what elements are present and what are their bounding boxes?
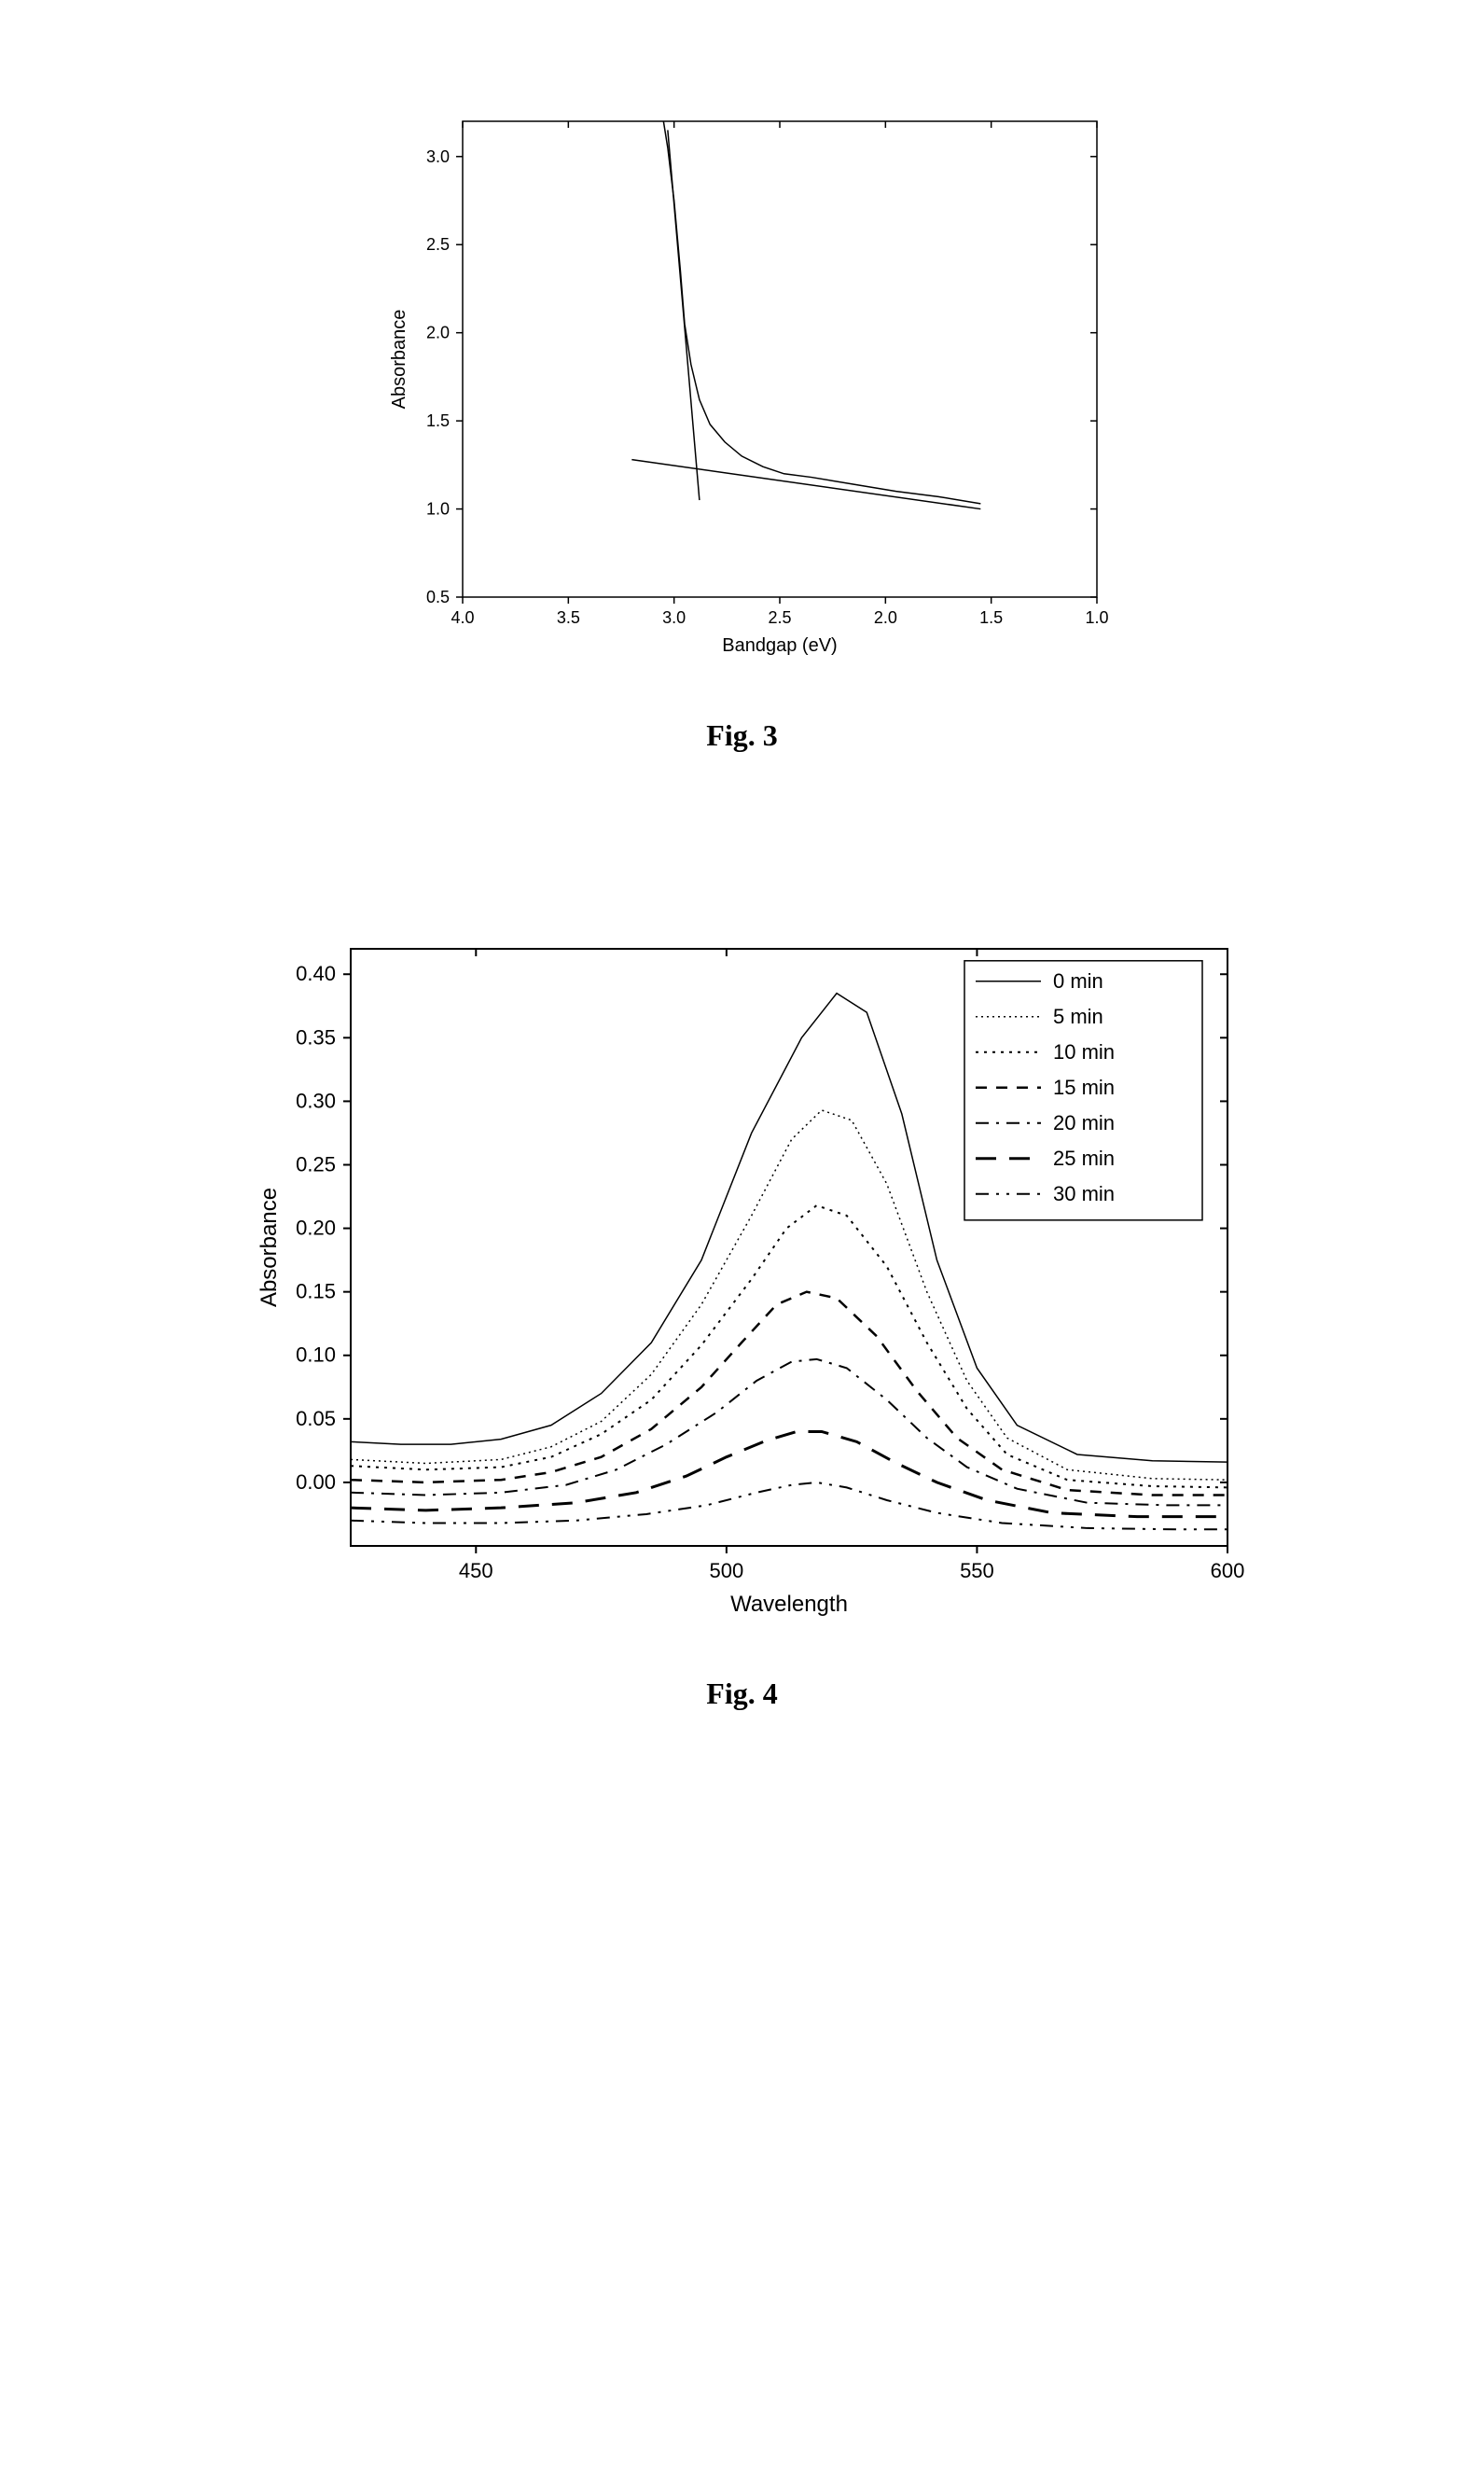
svg-text:3.5: 3.5 — [556, 608, 579, 627]
fig3-chart: 4.0 3.5 3.0 2.5 2.0 1.5 1.0 0.5 1.0 1.5 2.0 2.5 3.0 B… — [360, 93, 1125, 672]
svg-text:1.0: 1.0 — [1085, 608, 1108, 627]
svg-text:0.05: 0.05 — [296, 1407, 336, 1430]
svg-text:0.15: 0.15 — [296, 1280, 336, 1303]
svg-text:20 min: 20 min — [1053, 1111, 1115, 1134]
fig3-caption: Fig. 3 — [706, 718, 777, 753]
svg-text:0.20: 0.20 — [296, 1217, 336, 1240]
svg-text:0.00: 0.00 — [296, 1470, 336, 1494]
svg-text:Absorbance: Absorbance — [257, 1188, 282, 1307]
svg-text:2.5: 2.5 — [768, 608, 791, 627]
svg-text:0.10: 0.10 — [296, 1343, 336, 1367]
svg-text:3.0: 3.0 — [425, 147, 449, 166]
svg-text:550: 550 — [960, 1559, 994, 1582]
svg-text:10 min: 10 min — [1053, 1040, 1115, 1064]
figure-3: 4.0 3.5 3.0 2.5 2.0 1.5 1.0 0.5 1.0 1.5 2.0 2.5 3.0 B… — [0, 93, 1484, 753]
svg-text:2.5: 2.5 — [425, 235, 449, 254]
svg-text:1.0: 1.0 — [425, 500, 449, 519]
svg-text:3.0: 3.0 — [662, 608, 686, 627]
svg-text:Wavelength: Wavelength — [730, 1592, 848, 1617]
svg-text:0.25: 0.25 — [296, 1152, 336, 1176]
svg-text:Absorbance: Absorbance — [389, 310, 409, 410]
svg-text:Bandgap (eV): Bandgap (eV) — [722, 635, 837, 656]
svg-text:0.5: 0.5 — [425, 588, 449, 606]
svg-text:15 min: 15 min — [1053, 1076, 1115, 1099]
svg-text:1.5: 1.5 — [979, 608, 1003, 627]
svg-text:5 min: 5 min — [1053, 1005, 1103, 1028]
svg-text:0.30: 0.30 — [296, 1089, 336, 1112]
svg-text:600: 600 — [1210, 1559, 1244, 1582]
svg-text:2.0: 2.0 — [873, 608, 896, 627]
svg-text:450: 450 — [458, 1559, 492, 1582]
svg-text:2.0: 2.0 — [425, 324, 449, 342]
svg-text:30 min: 30 min — [1053, 1182, 1115, 1205]
svg-text:0.35: 0.35 — [296, 1025, 336, 1049]
svg-text:4.0: 4.0 — [451, 608, 474, 627]
fig4-caption: Fig. 4 — [706, 1677, 777, 1711]
fig4-chart: 450 500 550 600 0.00 0.05 0.10 0.15 0.20 0.25 0.30… — [229, 921, 1255, 1630]
svg-text:25 min: 25 min — [1053, 1147, 1115, 1170]
svg-text:1.5: 1.5 — [425, 411, 449, 430]
svg-text:500: 500 — [709, 1559, 743, 1582]
figure-4: 450 500 550 600 0.00 0.05 0.10 0.15 0.20 0.25 0.30… — [0, 921, 1484, 1711]
svg-text:0.40: 0.40 — [296, 962, 336, 985]
svg-text:0 min: 0 min — [1053, 969, 1103, 993]
